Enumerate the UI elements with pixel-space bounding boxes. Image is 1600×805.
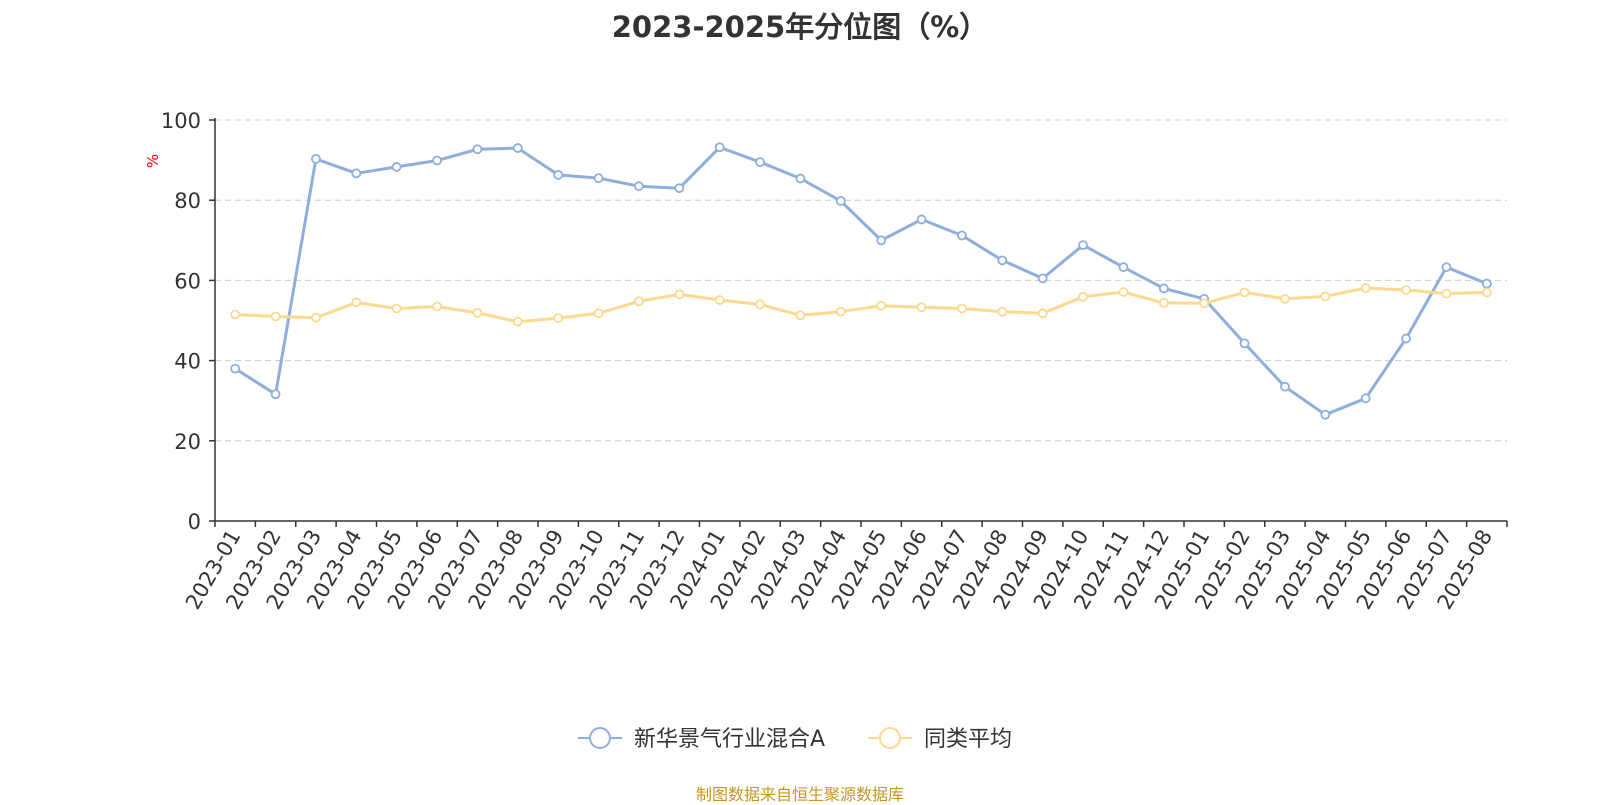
series-line-2 [235, 286, 1487, 324]
data-point-series-1 [1320, 409, 1331, 420]
data-point-series-1 [270, 389, 281, 400]
y-tick-label: 60 [174, 269, 201, 293]
data-point-series-1 [1118, 262, 1129, 273]
data-point-series-2 [593, 308, 604, 319]
legend-marker [879, 727, 901, 749]
source-credit: 制图数据来自恒生聚源数据库 [695, 785, 904, 804]
data-point-series-1 [1078, 240, 1088, 251]
data-point-series-2 [230, 309, 241, 320]
data-point-series-1 [1239, 338, 1250, 349]
data-point-series-1 [512, 143, 523, 153]
data-point-series-2 [755, 299, 765, 310]
data-point-series-2 [1239, 287, 1250, 298]
data-point-series-2 [432, 301, 442, 312]
data-point-series-2 [1037, 308, 1048, 319]
data-point-series-1 [1158, 283, 1169, 294]
data-point-series-1 [997, 255, 1008, 266]
y-tick-label: 40 [174, 350, 201, 374]
y-tick-label: 100 [161, 109, 201, 133]
legend-label: 同类平均 [924, 727, 1012, 752]
data-point-series-2 [957, 303, 967, 314]
data-point-series-2 [311, 312, 321, 323]
legend-item: 同类平均 [868, 727, 1012, 752]
data-point-series-1 [391, 162, 402, 172]
legend-marker [589, 727, 611, 749]
data-point-series-1 [835, 196, 846, 206]
data-point-series-2 [714, 295, 725, 305]
data-point-series-2 [1118, 287, 1129, 297]
data-point-series-1 [1360, 393, 1371, 404]
data-point-series-1 [795, 173, 806, 184]
series-line-1 [234, 145, 1488, 417]
data-point-series-2 [674, 289, 685, 300]
data-point-series-2 [795, 310, 806, 321]
data-point-series-1 [916, 214, 927, 225]
data-point-series-1 [311, 153, 321, 164]
data-point-series-1 [230, 363, 241, 374]
data-point-series-1 [714, 142, 725, 153]
data-point-series-1 [472, 144, 483, 155]
data-point-series-1 [1401, 333, 1411, 344]
data-point-series-1 [553, 170, 564, 180]
data-point-series-2 [634, 296, 644, 307]
data-point-series-2 [1481, 287, 1492, 298]
data-point-series-2 [270, 311, 281, 322]
data-point-series-1 [1037, 273, 1048, 284]
data-point-series-1 [1441, 262, 1452, 273]
data-point-series-2 [351, 297, 362, 308]
legend-label: 新华景气行业混合A [634, 727, 825, 752]
chart-title: 2023-2025年分位图（%） [611, 10, 989, 44]
data-point-series-1 [1280, 381, 1290, 392]
data-point-series-2 [997, 306, 1008, 317]
data-point-series-2 [1078, 291, 1088, 302]
data-point-series-2 [512, 316, 523, 327]
data-point-series-1 [593, 173, 604, 184]
data-point-series-2 [472, 307, 483, 318]
y-tick-label: 20 [174, 430, 201, 454]
data-point-series-1 [674, 183, 685, 194]
data-point-series-2 [1280, 293, 1290, 304]
data-point-series-1 [1481, 278, 1492, 289]
data-point-series-2 [1401, 285, 1411, 295]
data-point-series-1 [351, 168, 362, 179]
y-tick-label: 0 [188, 510, 201, 534]
data-point-series-2 [553, 313, 564, 323]
legend-item: 新华景气行业混合A [578, 727, 825, 752]
data-point-series-2 [1360, 283, 1371, 293]
y-tick-label: 80 [174, 189, 201, 213]
data-point-series-1 [755, 157, 765, 168]
data-point-series-2 [391, 303, 402, 314]
data-point-series-1 [634, 181, 644, 192]
data-point-series-2 [916, 302, 927, 313]
data-point-series-2 [1441, 288, 1452, 299]
data-point-series-1 [876, 235, 887, 246]
data-point-series-2 [835, 306, 846, 317]
data-point-series-1 [957, 230, 967, 241]
data-point-series-2 [1320, 291, 1331, 302]
data-point-series-2 [876, 300, 887, 311]
data-point-series-2 [1199, 298, 1210, 309]
y-axis-label: % [144, 154, 162, 168]
data-point-series-2 [1158, 297, 1169, 308]
data-point-series-1 [432, 155, 442, 166]
